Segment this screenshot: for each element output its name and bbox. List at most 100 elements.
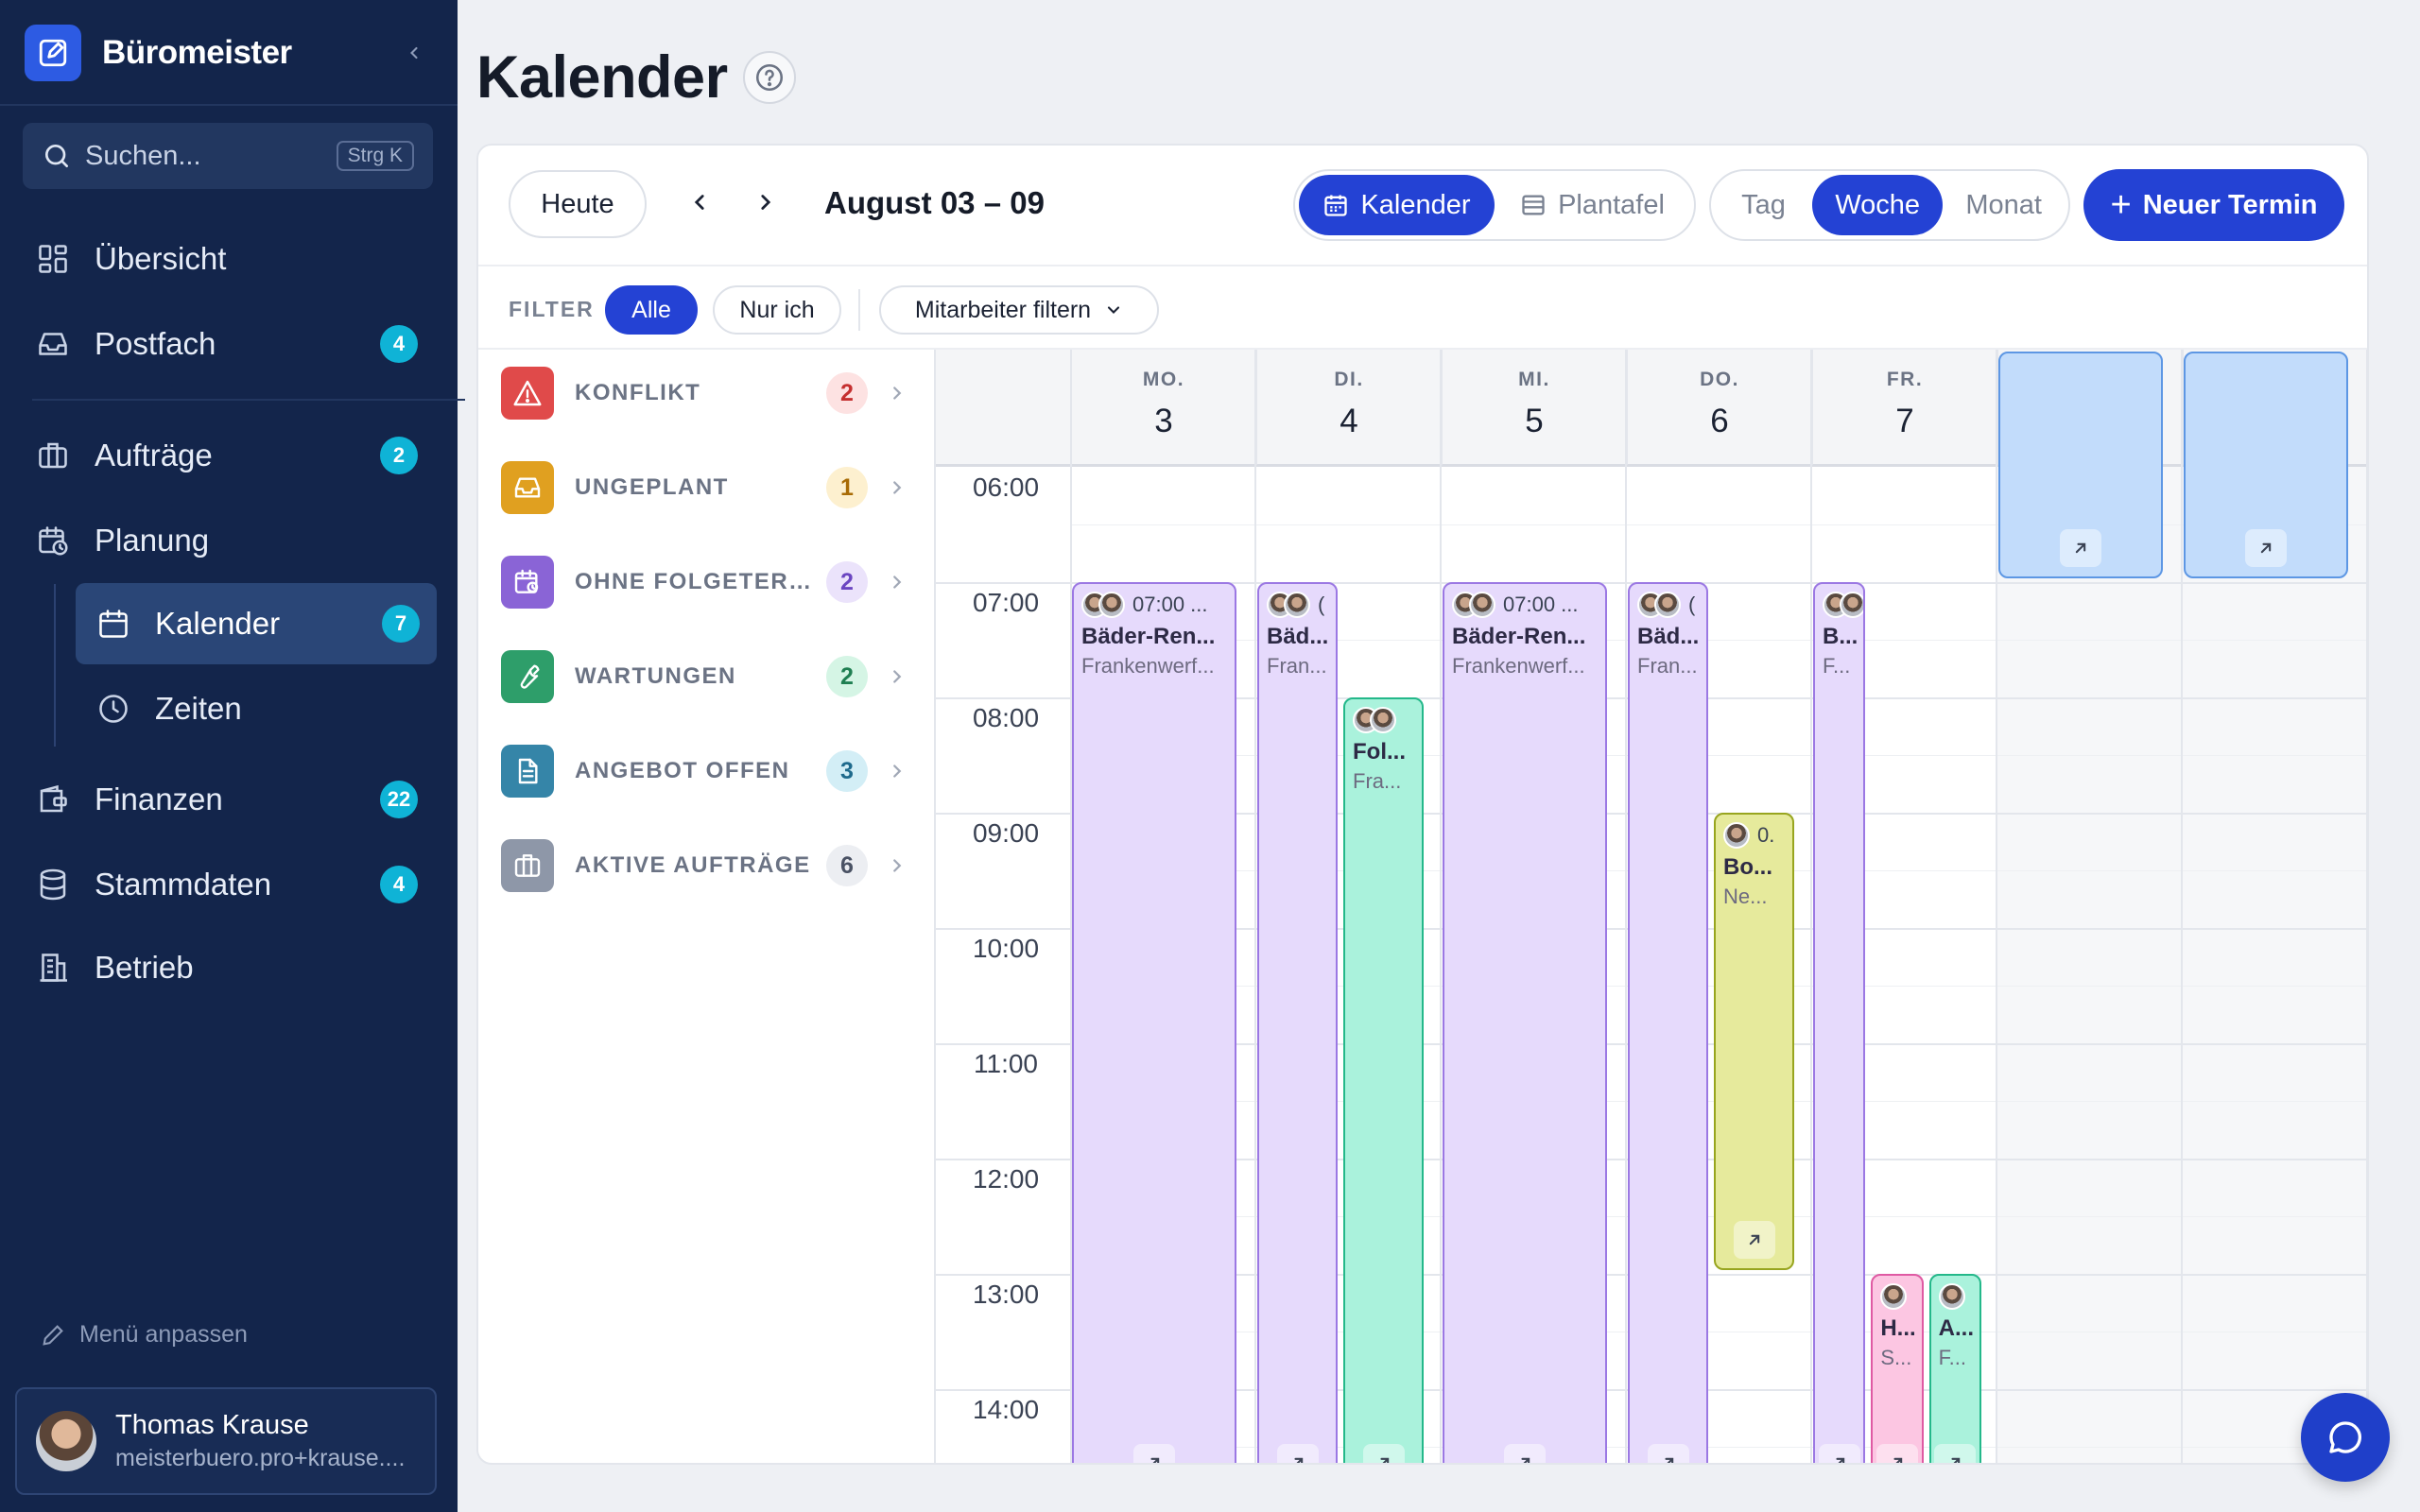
- question-icon: [755, 63, 784, 92]
- range-monat-button[interactable]: Monat: [1965, 189, 2042, 220]
- document-icon: [501, 745, 554, 798]
- open-event-arrow-icon[interactable]: [1934, 1444, 1977, 1463]
- open-event-arrow-icon[interactable]: [1876, 1444, 1918, 1463]
- time-label: 12:00: [972, 1164, 1040, 1194]
- time-label: 09:00: [972, 818, 1040, 848]
- chevron-right-icon: [887, 761, 908, 782]
- avatar: [1284, 592, 1310, 618]
- open-event-arrow-icon[interactable]: [1504, 1444, 1546, 1463]
- category-count: 2: [826, 561, 868, 603]
- calendar-event[interactable]: Fol... Fra...: [1343, 697, 1424, 1463]
- day-header[interactable]: FR. 7: [1811, 350, 1996, 467]
- day-number: 6: [1710, 403, 1729, 439]
- day-header[interactable]: DO. 6: [1626, 350, 1811, 467]
- staff-filter-label: Mitarbeiter filtern: [914, 296, 1092, 323]
- view-plantafel-button[interactable]: Plantafel: [1495, 175, 1690, 235]
- sidebar-item-kalender[interactable]: Kalender 7: [76, 583, 437, 664]
- avatar: [1840, 592, 1864, 618]
- category-item[interactable]: KONFLIKT 2: [501, 365, 917, 421]
- category-item[interactable]: ANGEBOT OFFEN 3: [501, 743, 917, 799]
- avatar: [1098, 592, 1125, 618]
- new-event-button[interactable]: + Neuer Termin: [2083, 169, 2344, 241]
- half-hour-line: [1070, 755, 2367, 756]
- filter-all-chip[interactable]: Alle: [605, 285, 698, 335]
- day-divider: [1440, 350, 1442, 1463]
- chat-button[interactable]: [2301, 1393, 2390, 1482]
- calendar-event[interactable]: B... F...: [1813, 582, 1866, 1463]
- sidebar-item-stammdaten[interactable]: Stammdaten 4: [34, 856, 431, 913]
- category-item[interactable]: WARTUNGEN 2: [501, 648, 917, 705]
- calendar-event[interactable]: A... F...: [1928, 1274, 1981, 1463]
- calendar-event[interactable]: (Bäd... Fran...: [1628, 582, 1708, 1463]
- calendar-event[interactable]: (Bäd... Fran...: [1257, 582, 1338, 1463]
- sidebar-item-betrieb[interactable]: Betrieb: [34, 939, 431, 996]
- avatar: [1938, 1283, 1965, 1310]
- time-label: 06:00: [972, 472, 1040, 502]
- calendar-event[interactable]: 0. Bo... Ne...: [1714, 813, 1794, 1271]
- day-header[interactable]: MO. 3: [1070, 350, 1255, 467]
- category-item[interactable]: AKTIVE AUFTRÄGE 6: [501, 837, 917, 894]
- date-range: August 03 – 09: [824, 185, 1045, 220]
- brand[interactable]: Büromeister: [25, 25, 292, 81]
- sidebar-item-uebersicht[interactable]: Übersicht: [34, 231, 431, 287]
- filter-only-me-chip[interactable]: Nur ich: [713, 285, 841, 335]
- open-event-arrow-icon[interactable]: [1818, 1444, 1860, 1463]
- calendar-icon: [1322, 192, 1349, 218]
- sidebar-item-label: Finanzen: [95, 782, 223, 816]
- time-label: 13:00: [972, 1280, 1040, 1309]
- view-kalender-button[interactable]: Kalender: [1299, 175, 1495, 235]
- calendar-toolbar: Heute August 03 – 09 Kalender Plantafel: [478, 146, 2367, 265]
- calendar-event[interactable]: [1998, 352, 2163, 579]
- today-button[interactable]: Heute: [509, 170, 647, 238]
- sidebar-item-planung[interactable]: Planung: [34, 512, 431, 569]
- chevron-left-icon: [410, 46, 418, 60]
- day-number: 7: [1895, 403, 1914, 439]
- half-hour-line: [1070, 640, 2367, 641]
- plus-icon: +: [2110, 184, 2132, 225]
- calendar-event[interactable]: H... S...: [1871, 1274, 1924, 1463]
- event-time: 07:00 ...: [1132, 593, 1208, 616]
- category-count: 1: [826, 467, 868, 508]
- day-header[interactable]: DI. 4: [1255, 350, 1441, 467]
- calendar-event[interactable]: 07:00 ... Bäder-Ren... Frankenwerf...: [1443, 582, 1607, 1463]
- chevron-left-icon: [694, 195, 704, 210]
- next-week-button[interactable]: [737, 174, 794, 231]
- filter-bar: FILTER Alle Nur ich Mitarbeiter filtern: [478, 265, 2367, 350]
- sidebar-item-postfach[interactable]: Postfach 4: [34, 316, 431, 372]
- sidebar-item-zeiten[interactable]: Zeiten: [76, 668, 437, 749]
- category-count: 2: [826, 372, 868, 414]
- sidebar-item-label: Kalender: [155, 606, 281, 641]
- staff-filter-dropdown[interactable]: Mitarbeiter filtern: [879, 285, 1159, 335]
- open-event-arrow-icon[interactable]: [2245, 529, 2287, 568]
- category-item[interactable]: UNGEPLANT 1: [501, 459, 917, 516]
- calendar-event[interactable]: [2184, 352, 2348, 579]
- user-profile[interactable]: Thomas Krause meisterbuero.pro+krause...…: [15, 1387, 437, 1495]
- user-email: meisterbuero.pro+krause....: [115, 1445, 406, 1471]
- open-event-arrow-icon[interactable]: [1733, 1221, 1775, 1260]
- open-event-arrow-icon[interactable]: [1647, 1444, 1689, 1463]
- building-icon: [34, 949, 72, 987]
- event-subtitle: F...: [1823, 654, 1851, 678]
- menu-adjust-link[interactable]: Menü anpassen: [40, 1321, 248, 1349]
- open-event-arrow-icon[interactable]: [1276, 1444, 1319, 1463]
- collapse-sidebar-button[interactable]: [395, 34, 433, 72]
- event-subtitle: F...: [1938, 1346, 1966, 1369]
- day-divider: [1625, 350, 1627, 1463]
- open-event-arrow-icon[interactable]: [2060, 529, 2101, 568]
- open-event-arrow-icon[interactable]: [1362, 1444, 1405, 1463]
- day-header[interactable]: MI. 5: [1441, 350, 1626, 467]
- calendar-card: Heute August 03 – 09 Kalender Plantafel: [476, 144, 2369, 1465]
- category-item[interactable]: OHNE FOLGETERMIN 2: [501, 554, 917, 610]
- search-input[interactable]: Suchen... Strg K: [23, 123, 433, 189]
- sidebar-item-auftraege[interactable]: Aufträge 2: [34, 427, 431, 484]
- day-divider: [1070, 350, 1072, 1463]
- previous-week-button[interactable]: [671, 174, 728, 231]
- range-tag-button[interactable]: Tag: [1741, 189, 1786, 220]
- sidebar-badge: 2: [380, 437, 418, 474]
- open-event-arrow-icon[interactable]: [1133, 1444, 1175, 1463]
- range-woche-button[interactable]: Woche: [1812, 175, 1944, 235]
- day-divider: [2181, 350, 2183, 1463]
- help-button[interactable]: [743, 51, 796, 104]
- sidebar-item-finanzen[interactable]: Finanzen 22: [34, 771, 431, 828]
- calendar-event[interactable]: 07:00 ... Bäder-Ren... Frankenwerf...: [1072, 582, 1236, 1463]
